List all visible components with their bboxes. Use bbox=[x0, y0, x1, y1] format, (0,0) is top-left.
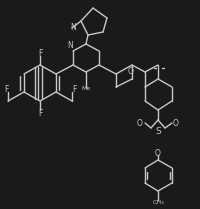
Text: O: O bbox=[137, 119, 143, 127]
Text: Me: Me bbox=[81, 87, 91, 92]
Text: F: F bbox=[4, 84, 8, 93]
Text: N: N bbox=[67, 42, 73, 51]
Text: CH₃: CH₃ bbox=[152, 200, 164, 204]
Text: O: O bbox=[173, 119, 179, 127]
Text: O: O bbox=[128, 68, 134, 76]
Text: F: F bbox=[38, 108, 42, 117]
Text: S: S bbox=[155, 127, 161, 136]
Text: F: F bbox=[38, 50, 42, 59]
Text: F: F bbox=[72, 84, 76, 93]
Text: N: N bbox=[70, 23, 76, 33]
Text: O: O bbox=[155, 149, 161, 158]
